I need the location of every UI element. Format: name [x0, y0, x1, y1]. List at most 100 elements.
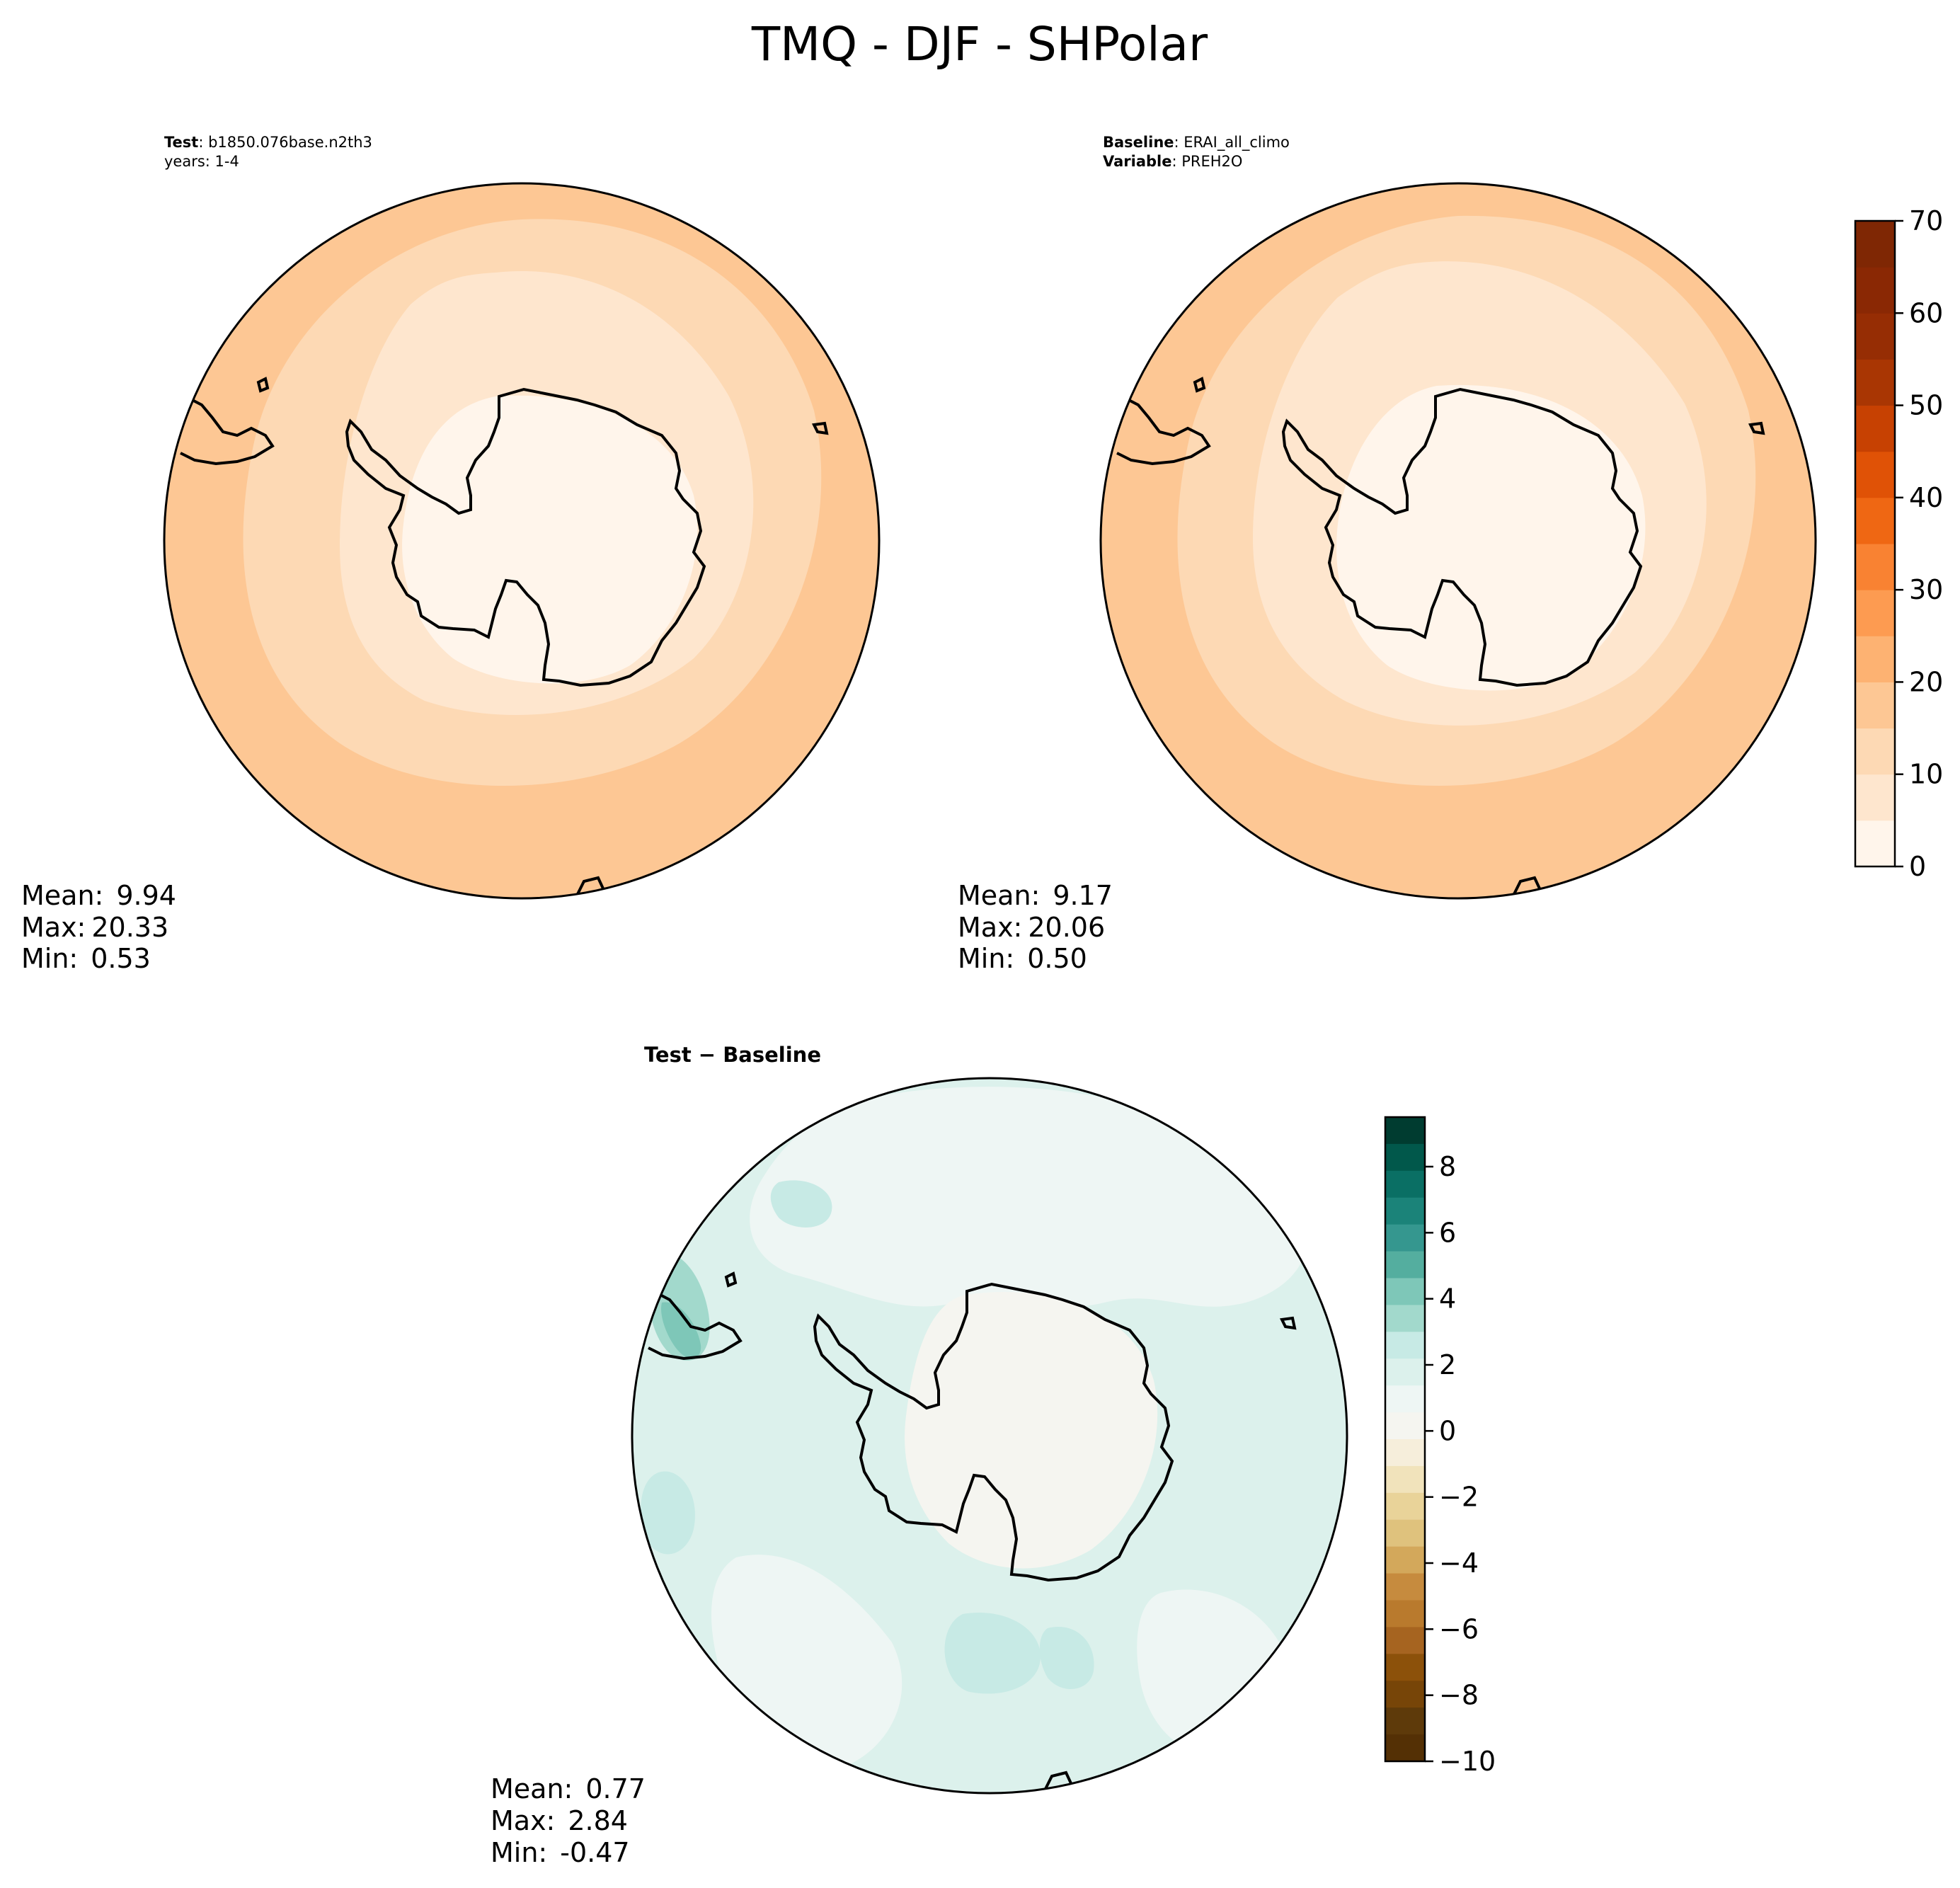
colorbar-absolute-swatch — [1855, 497, 1895, 544]
colorbar-difference-swatch — [1385, 1305, 1425, 1332]
figure-title: TMQ - DJF - SHPolar — [751, 17, 1208, 71]
band-diff-2-3-b — [1039, 1627, 1094, 1690]
colorbar-absolute-tick-label: 50 — [1909, 390, 1943, 421]
colorbar-difference-tick-label: 4 — [1439, 1283, 1456, 1315]
baseline-stats: Mean: 9.17 Max: 20.06 Min: 0.50 — [958, 880, 1113, 974]
colorbar-absolute-tick-label: 60 — [1909, 297, 1943, 328]
colorbar-difference-swatch — [1385, 1707, 1425, 1735]
band-diff-5-6 — [661, 1302, 701, 1358]
colorbar-difference-swatch — [1385, 1278, 1425, 1305]
test-header-line1: Test: b1850.076base.n2th3 — [164, 134, 372, 151]
test-header-value: : b1850.076base.n2th3 — [198, 134, 372, 151]
kerguelen-island — [1279, 1316, 1297, 1330]
colorbar-difference-tick-label: −6 — [1439, 1613, 1479, 1644]
band-diff-near-zero — [905, 1292, 1158, 1569]
colorbar-absolute-swatch — [1855, 267, 1895, 314]
colorbar-absolute-tick-label: 10 — [1909, 759, 1943, 790]
baseline-min: Min: 0.50 — [958, 943, 1087, 974]
test-header-line2: years: 1-4 — [164, 153, 239, 170]
band-0-5 — [1336, 384, 1646, 691]
colorbar-difference-swatch — [1385, 1251, 1425, 1278]
colorbar-absolute-tick-label: 0 — [1909, 851, 1926, 882]
colorbar-absolute-swatch — [1855, 636, 1895, 682]
south-america-tip — [648, 1290, 743, 1361]
antarctica-coastline — [345, 387, 706, 687]
colorbar-absolute-swatch — [1855, 405, 1895, 452]
colorbar-absolute-tick-label: 40 — [1909, 482, 1943, 513]
colorbar-difference-swatch — [1385, 1358, 1425, 1386]
colorbar-difference-swatch — [1385, 1439, 1425, 1467]
baseline-header-line1: Baseline: ERAI_all_climo — [1103, 134, 1290, 151]
colorbar-absolute-tick-label: 30 — [1909, 574, 1943, 605]
colorbar-difference-swatch — [1385, 1143, 1425, 1172]
colorbar-difference-swatch — [1385, 1546, 1425, 1574]
band-diff-2-3-c — [641, 1471, 695, 1555]
colorbar-absolute-swatch — [1855, 682, 1895, 729]
colorbar-absolute-swatch — [1855, 221, 1895, 268]
band-0-5 — [402, 395, 698, 684]
falkland-islands — [724, 1271, 738, 1288]
diff-map-border — [631, 1077, 1348, 1795]
colorbar-difference-swatch — [1385, 1332, 1425, 1359]
baseline-header-line2: Variable: PREH2O — [1103, 153, 1242, 170]
test-map — [164, 183, 879, 898]
panel-baseline: Baseline: ERAI_all_climo Variable: PREH2… — [958, 134, 1817, 974]
kerguelen-island — [811, 421, 829, 435]
colorbar-absolute-swatch — [1855, 820, 1895, 867]
south-america-tip — [180, 395, 275, 466]
falkland-islands — [1193, 377, 1206, 393]
colorbar-absolute-tick-label: 20 — [1909, 666, 1943, 697]
colorbar-difference-swatch — [1385, 1170, 1425, 1198]
colorbar-difference-swatch — [1385, 1573, 1425, 1601]
colorbar-absolute-swatch — [1855, 451, 1895, 498]
baseline-header-value2: : PREH2O — [1171, 153, 1242, 170]
colorbar-difference-tick-label: −10 — [1439, 1746, 1496, 1777]
kerguelen-island — [1748, 421, 1765, 435]
diff-max: Max: 2.84 — [491, 1805, 628, 1836]
colorbar-difference-swatch — [1385, 1492, 1425, 1521]
colorbar-difference-swatch — [1385, 1117, 1425, 1145]
baseline-max: Max: 20.06 — [958, 912, 1105, 943]
colorbar-absolute-swatch — [1855, 590, 1895, 636]
test-header-key: Test — [164, 134, 198, 151]
diff-mean: Mean: 0.77 — [491, 1773, 646, 1804]
colorbar-difference-swatch — [1385, 1600, 1425, 1627]
colorbar-difference-swatch — [1385, 1681, 1425, 1708]
colorbar-absolute-border — [1854, 219, 1896, 868]
colorbar-absolute-tick-label: 70 — [1909, 205, 1943, 236]
baseline-map-border — [1099, 182, 1817, 900]
colorbar-difference-tick-label: −8 — [1439, 1680, 1479, 1711]
colorbar-difference-tick-label: −4 — [1439, 1547, 1479, 1579]
colorbar-difference-tick-label: −2 — [1439, 1482, 1479, 1513]
test-max: Max: 20.33 — [21, 912, 168, 943]
colorbar-difference-tick-label: 8 — [1439, 1151, 1456, 1182]
test-stats: Mean: 9.94 Max: 20.33 Min: 0.53 — [21, 880, 176, 974]
colorbar-difference-swatch — [1385, 1519, 1425, 1547]
colorbar-difference-tick-label: 2 — [1439, 1349, 1456, 1380]
antarctica-coastline — [1281, 387, 1643, 687]
colorbar-difference-tick-label: 6 — [1439, 1217, 1456, 1248]
colorbar-difference-swatch — [1385, 1224, 1425, 1252]
colorbar-absolute: 0 10 20 30 40 50 60 70 — [1854, 205, 1943, 882]
test-min: Min: 0.53 — [21, 943, 151, 974]
panel-diff: Test − Baseline Mean: 0.77 Max: 2.84 Min: -… — [491, 1043, 1348, 1868]
colorbar-difference-swatch — [1385, 1627, 1425, 1654]
panel-test: Test: b1850.076base.n2th3 years: 1-4 Mea… — [21, 134, 881, 974]
diff-map — [632, 1078, 1347, 1793]
band-diff-2-3-d — [770, 1180, 832, 1228]
baseline-header-key: Baseline — [1103, 134, 1174, 151]
colorbar-absolute-swatch — [1855, 728, 1895, 775]
colorbar-difference-swatch — [1385, 1385, 1425, 1413]
baseline-map — [1101, 183, 1816, 898]
test-map-border — [163, 182, 881, 900]
south-america-tip — [1116, 395, 1211, 466]
baseline-header-key2: Variable — [1103, 153, 1171, 170]
colorbar-difference-swatch — [1385, 1412, 1425, 1440]
diff-title: Test − Baseline — [644, 1043, 821, 1067]
falkland-islands — [256, 377, 270, 393]
antarctica-coastline — [813, 1282, 1174, 1582]
baseline-mean: Mean: 9.17 — [958, 880, 1113, 911]
colorbar-difference-tick-label: 0 — [1439, 1415, 1456, 1446]
diff-stats: Mean: 0.77 Max: 2.84 Min: -0.47 — [491, 1773, 646, 1868]
